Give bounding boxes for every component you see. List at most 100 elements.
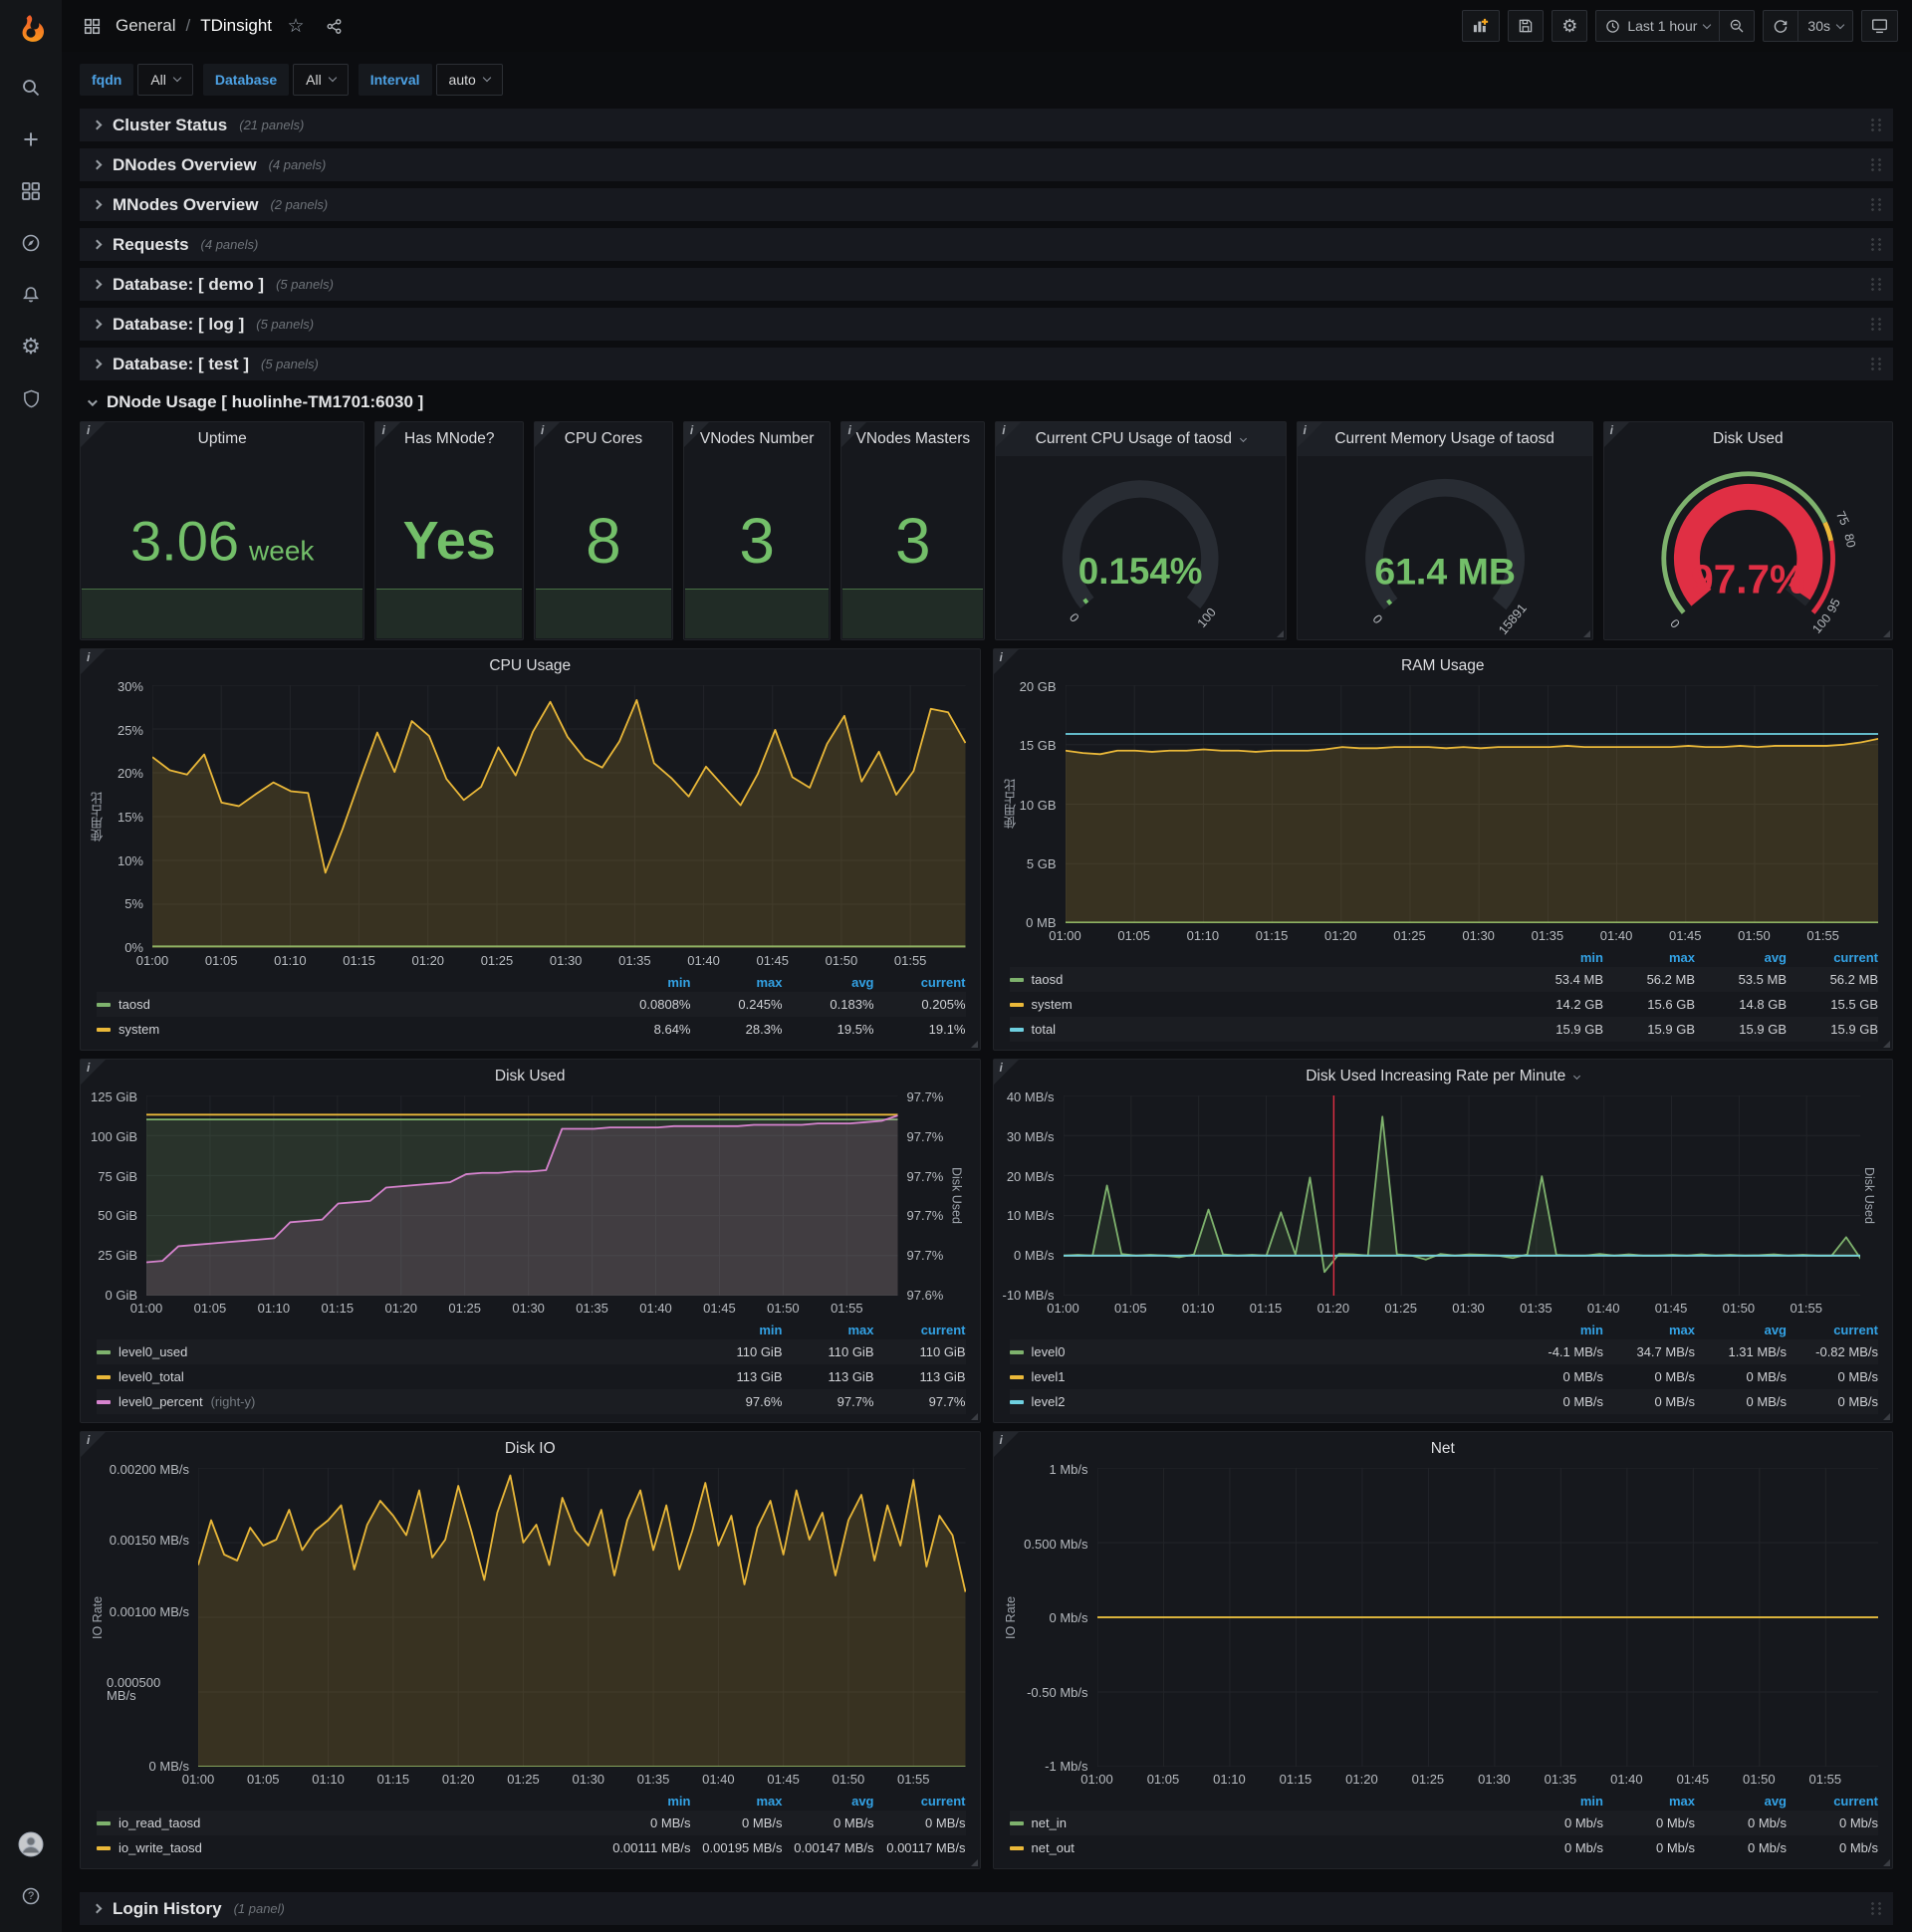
legend-sort-avg[interactable]: avg xyxy=(1764,1322,1787,1337)
row-database-log[interactable]: Database: [ log ] (5 panels) xyxy=(80,308,1893,341)
legend-sort-max[interactable]: max xyxy=(1668,1793,1695,1809)
row-drag-handle[interactable] xyxy=(1869,277,1883,292)
dashboard-settings-button[interactable]: ⚙ xyxy=(1552,10,1588,42)
cycle-view-button[interactable] xyxy=(1861,10,1898,42)
panel-info-icon[interactable]: i xyxy=(841,422,867,447)
panel-resize-handle[interactable] xyxy=(1276,630,1284,637)
legend-sort-avg[interactable]: avg xyxy=(851,974,874,990)
panel-info-icon[interactable]: i xyxy=(375,422,401,447)
database-variable-value[interactable]: All xyxy=(293,63,349,96)
help-icon[interactable]: ? xyxy=(0,1870,62,1922)
plot-area[interactable] xyxy=(1097,1468,1879,1767)
panel-resize-handle[interactable] xyxy=(1883,630,1890,637)
dashboard-title[interactable]: TDinsight xyxy=(200,16,273,35)
plot-area[interactable] xyxy=(152,685,966,948)
panel-title[interactable]: Disk Used xyxy=(81,1060,980,1093)
legend-sort-current[interactable]: current xyxy=(920,974,966,990)
user-avatar[interactable] xyxy=(0,1818,62,1870)
legend-series-level0_percent[interactable]: level0_percent (right-y) xyxy=(97,1394,691,1409)
legend-sort-max[interactable]: max xyxy=(1668,949,1695,965)
legend-series-io_write_taosd[interactable]: io_write_taosd xyxy=(97,1840,599,1855)
legend-sort-max[interactable]: max xyxy=(756,974,783,990)
panel-info-icon[interactable]: i xyxy=(993,649,1019,674)
configuration-icon[interactable]: ⚙ xyxy=(0,321,62,372)
legend-sort-min[interactable]: min xyxy=(667,974,691,990)
refresh-interval-picker[interactable]: 30s xyxy=(1798,10,1853,42)
row-requests[interactable]: Requests (4 panels) xyxy=(80,228,1893,261)
plot-area[interactable] xyxy=(146,1095,898,1296)
panel-info-icon[interactable]: i xyxy=(81,649,106,674)
create-icon[interactable]: + xyxy=(0,114,62,165)
legend-sort-max[interactable]: max xyxy=(1668,1322,1695,1337)
panel-title[interactable]: Current CPU Usage of taosd xyxy=(996,422,1286,456)
legend-sort-avg[interactable]: avg xyxy=(1764,949,1787,965)
save-dashboard-button[interactable] xyxy=(1508,10,1545,42)
row-dnode-usage[interactable]: DNode Usage [ huolinhe-TM1701:6030 ] xyxy=(80,387,1893,417)
alerting-icon[interactable] xyxy=(0,269,62,321)
legend-sort-avg[interactable]: avg xyxy=(1764,1793,1787,1809)
fqdn-variable-label[interactable]: fqdn xyxy=(80,63,134,96)
panel-title[interactable]: VNodes Number xyxy=(684,422,831,456)
panel-title[interactable]: Disk Used xyxy=(1604,422,1892,456)
legend-series-level0_used[interactable]: level0_used xyxy=(97,1344,691,1359)
row-drag-handle[interactable] xyxy=(1869,357,1883,371)
row-database-test[interactable]: Database: [ test ] (5 panels) xyxy=(80,348,1893,380)
row-drag-handle[interactable] xyxy=(1869,197,1883,212)
row-drag-handle[interactable] xyxy=(1869,157,1883,172)
panel-resize-handle[interactable] xyxy=(1582,630,1590,637)
panel-info-icon[interactable]: i xyxy=(81,1060,106,1085)
grafana-logo[interactable] xyxy=(0,0,62,62)
panel-info-icon[interactable]: i xyxy=(535,422,561,447)
panel-resize-handle[interactable] xyxy=(1883,1859,1890,1866)
legend-series-level1[interactable]: level1 xyxy=(1009,1369,1513,1384)
panel-title[interactable]: Has MNode? xyxy=(375,422,523,456)
legend-sort-min[interactable]: min xyxy=(1579,1322,1603,1337)
panel-resize-handle[interactable] xyxy=(1883,1413,1890,1420)
search-icon[interactable] xyxy=(0,62,62,114)
fqdn-variable-value[interactable]: All xyxy=(137,63,193,96)
legend-series-system[interactable]: system xyxy=(97,1022,599,1037)
panel-title[interactable]: CPU Usage xyxy=(81,649,980,683)
legend-sort-max[interactable]: max xyxy=(847,1322,874,1337)
breadcrumb-folder[interactable]: General xyxy=(116,16,176,35)
panel-info-icon[interactable]: i xyxy=(81,1432,106,1457)
panel-info-icon[interactable]: i xyxy=(1297,422,1322,447)
legend-series-net_in[interactable]: net_in xyxy=(1009,1815,1513,1830)
zoom-out-button[interactable] xyxy=(1720,10,1756,42)
panel-resize-handle[interactable] xyxy=(970,1859,978,1866)
legend-sort-min[interactable]: min xyxy=(1579,1793,1603,1809)
plot-area[interactable] xyxy=(198,1468,966,1767)
share-icon[interactable] xyxy=(320,12,348,40)
legend-sort-min[interactable]: min xyxy=(667,1793,691,1809)
row-drag-handle[interactable] xyxy=(1869,1901,1883,1916)
legend-series-level0_total[interactable]: level0_total xyxy=(97,1369,691,1384)
legend-sort-current[interactable]: current xyxy=(920,1793,966,1809)
legend-series-level0[interactable]: level0 xyxy=(1009,1344,1513,1359)
legend-sort-current[interactable]: current xyxy=(1833,1322,1878,1337)
panel-info-icon[interactable]: i xyxy=(996,422,1022,447)
panel-info-icon[interactable]: i xyxy=(81,422,106,447)
row-drag-handle[interactable] xyxy=(1869,237,1883,252)
panel-info-icon[interactable]: i xyxy=(993,1060,1019,1085)
panel-title[interactable]: Current Memory Usage of taosd xyxy=(1297,422,1592,456)
legend-series-taosd[interactable]: taosd xyxy=(97,997,599,1012)
row-mnodes-overview[interactable]: MNodes Overview (2 panels) xyxy=(80,188,1893,221)
interval-variable-label[interactable]: Interval xyxy=(358,63,432,96)
panel-title[interactable]: Disk IO xyxy=(81,1432,980,1466)
legend-series-total[interactable]: total xyxy=(1009,1022,1513,1037)
legend-sort-min[interactable]: min xyxy=(759,1322,783,1337)
panel-info-icon[interactable]: i xyxy=(1603,422,1629,447)
panel-title[interactable]: RAM Usage xyxy=(994,649,1893,683)
interval-variable-value[interactable]: auto xyxy=(435,63,503,96)
legend-sort-min[interactable]: min xyxy=(1579,949,1603,965)
dashboards-icon[interactable] xyxy=(0,165,62,217)
legend-series-io_read_taosd[interactable]: io_read_taosd xyxy=(97,1815,599,1830)
row-dnodes-overview[interactable]: DNodes Overview (4 panels) xyxy=(80,148,1893,181)
legend-sort-current[interactable]: current xyxy=(1833,1793,1878,1809)
legend-series-net_out[interactable]: net_out xyxy=(1009,1840,1513,1855)
time-range-picker[interactable]: Last 1 hour xyxy=(1595,10,1721,42)
legend-sort-max[interactable]: max xyxy=(756,1793,783,1809)
panel-title[interactable]: CPU Cores xyxy=(535,422,672,456)
row-drag-handle[interactable] xyxy=(1869,317,1883,332)
panel-resize-handle[interactable] xyxy=(1883,1041,1890,1048)
